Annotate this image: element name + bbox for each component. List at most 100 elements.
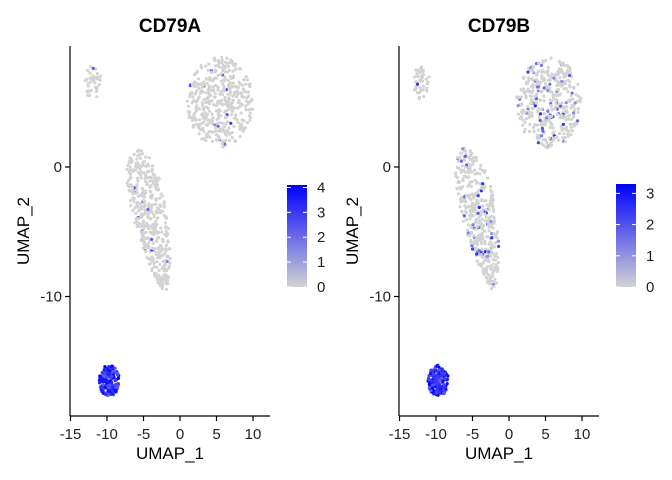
cell-point — [516, 104, 520, 108]
cell-point — [546, 89, 550, 93]
cell-point — [480, 231, 484, 235]
cell-point — [86, 93, 90, 97]
cell-point — [186, 104, 191, 108]
y-axis-ticks: 0 -10 — [40, 159, 70, 306]
cell-point — [569, 106, 573, 110]
cell-point — [204, 138, 208, 143]
cell-point — [477, 215, 481, 219]
cell-point — [167, 264, 171, 268]
cell-point — [164, 225, 168, 229]
cell-point — [467, 223, 471, 227]
cell-point — [229, 76, 233, 80]
cell-point — [542, 94, 546, 98]
cell-point — [127, 183, 131, 187]
cell-point — [495, 269, 499, 273]
cell-point — [487, 208, 491, 212]
cell-point — [544, 59, 548, 63]
cell-point — [550, 90, 554, 94]
cell-point — [210, 120, 214, 124]
cell-point — [554, 101, 558, 105]
cell-point — [147, 245, 151, 249]
cell-point — [143, 176, 147, 180]
cell-point — [558, 76, 562, 80]
cell-point — [239, 127, 243, 131]
cell-point — [464, 194, 469, 199]
cell-point — [154, 198, 158, 202]
cell-point — [545, 141, 549, 145]
cell-point — [210, 71, 214, 75]
cell-point — [129, 176, 133, 180]
cell-point — [248, 115, 253, 119]
cell-point — [472, 159, 476, 164]
cell-point — [205, 135, 209, 139]
cell-point — [151, 241, 155, 245]
cell-point — [470, 180, 474, 184]
cell-point — [460, 209, 464, 213]
cell-point — [540, 134, 544, 138]
x-axis-label: UMAP_1 — [136, 444, 204, 463]
cell-point — [103, 385, 107, 390]
cell-point — [159, 243, 163, 247]
cell-point — [535, 133, 539, 137]
cell-point — [567, 66, 571, 70]
cell-point — [234, 85, 238, 89]
cell-point — [480, 223, 484, 227]
cell-point — [225, 108, 229, 112]
cell-point — [163, 278, 167, 282]
cell-point — [230, 130, 234, 135]
cell-point — [134, 211, 138, 215]
cell-point — [476, 194, 480, 198]
cell-point — [494, 265, 498, 269]
cell-point — [548, 115, 553, 119]
cell-point — [239, 102, 243, 106]
cell-point — [442, 372, 446, 376]
cell-point — [200, 66, 204, 70]
cell-point — [553, 97, 557, 101]
cell-point — [472, 234, 476, 238]
cell-point — [414, 80, 418, 84]
cell-point — [489, 254, 493, 258]
cell-point — [127, 170, 131, 174]
cell-point — [156, 281, 160, 285]
cell-point — [430, 386, 434, 390]
cell-point — [141, 246, 146, 250]
cell-point — [137, 221, 141, 225]
cell-point — [197, 77, 201, 81]
cell-point — [206, 68, 210, 72]
cell-point — [244, 108, 248, 112]
cell-point — [147, 241, 151, 245]
cell-point — [532, 129, 536, 133]
cell-point — [548, 144, 552, 148]
cell-point — [477, 248, 481, 253]
cell-point — [557, 131, 562, 136]
cell-point — [250, 97, 254, 101]
cell-point — [204, 64, 208, 68]
cell-point — [521, 123, 525, 127]
cell-point — [446, 374, 450, 378]
cell-point — [136, 171, 141, 175]
cell-point — [225, 129, 229, 133]
cell-point — [132, 152, 136, 157]
x-tick-label: 5 — [212, 426, 220, 443]
cell-point — [114, 390, 118, 394]
cell-point — [493, 219, 497, 223]
cell-point — [161, 265, 165, 269]
cell-point — [136, 176, 140, 180]
cell-point — [243, 82, 248, 86]
cell-point — [149, 217, 153, 221]
cell-point — [466, 231, 470, 235]
cell-point — [108, 369, 112, 373]
cell-point — [440, 369, 444, 373]
cell-cluster — [185, 55, 255, 149]
cell-point — [545, 116, 549, 120]
cell-point — [200, 101, 204, 105]
cell-point — [94, 90, 98, 94]
cell-point — [228, 139, 232, 143]
cell-point — [228, 97, 232, 101]
cell-point — [155, 274, 159, 279]
cell-point — [162, 202, 166, 206]
cell-point — [495, 232, 499, 236]
cell-point — [200, 112, 204, 117]
cell-point — [576, 110, 580, 115]
cell-point — [494, 262, 498, 267]
